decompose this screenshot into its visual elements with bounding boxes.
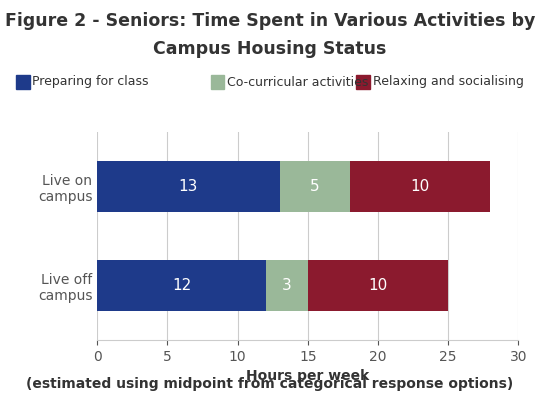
Text: (estimated using midpoint from categorical response options): (estimated using midpoint from categoric… [26, 377, 514, 391]
Bar [97, 161, 280, 212]
Bar [97, 260, 266, 311]
Text: Preparing for class: Preparing for class [32, 76, 149, 88]
Text: Co-curricular activities: Co-curricular activities [227, 76, 368, 88]
Text: 5: 5 [310, 179, 320, 194]
Bar [266, 260, 308, 311]
Bar [350, 161, 490, 212]
Text: 10: 10 [410, 179, 430, 194]
Text: Relaxing and socialising: Relaxing and socialising [373, 76, 523, 88]
X-axis label: Hours per week: Hours per week [246, 369, 369, 383]
Bar [308, 260, 448, 311]
Text: 12: 12 [172, 278, 191, 293]
Text: 13: 13 [179, 179, 198, 194]
Text: Campus Housing Status: Campus Housing Status [153, 40, 387, 58]
Text: Figure 2 - Seniors: Time Spent in Various Activities by: Figure 2 - Seniors: Time Spent in Variou… [5, 12, 535, 30]
Bar [280, 161, 350, 212]
Text: 3: 3 [282, 278, 292, 293]
Text: 10: 10 [368, 278, 388, 293]
